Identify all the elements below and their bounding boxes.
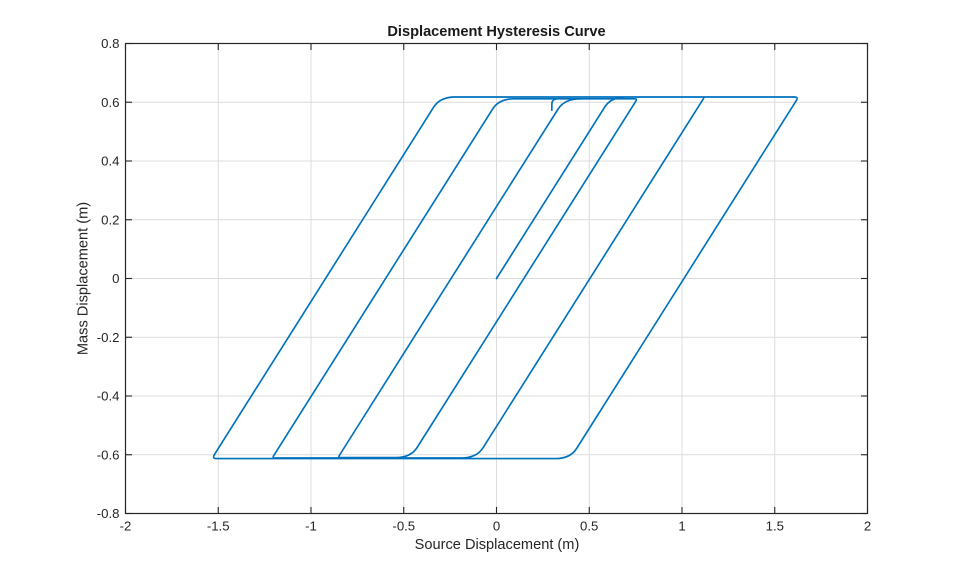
- svg-text:1: 1: [678, 519, 685, 534]
- svg-text:0.4: 0.4: [101, 154, 119, 169]
- svg-text:-0.5: -0.5: [392, 519, 415, 534]
- svg-text:0.2: 0.2: [101, 213, 119, 228]
- svg-text:Displacement Hysteresis Curve: Displacement Hysteresis Curve: [387, 24, 605, 40]
- svg-text:-1.5: -1.5: [207, 519, 230, 534]
- svg-text:-2: -2: [120, 519, 132, 534]
- svg-text:0: 0: [112, 271, 119, 286]
- svg-text:-0.2: -0.2: [97, 330, 120, 345]
- svg-text:-1: -1: [305, 519, 317, 534]
- svg-text:0.6: 0.6: [101, 95, 119, 110]
- svg-text:2: 2: [864, 519, 871, 534]
- svg-text:Source Displacement (m): Source Displacement (m): [415, 537, 580, 553]
- svg-text:0.8: 0.8: [101, 36, 119, 51]
- svg-text:-0.4: -0.4: [97, 389, 120, 404]
- svg-text:1.5: 1.5: [766, 519, 784, 534]
- svg-text:-0.6: -0.6: [97, 447, 120, 462]
- svg-text:0: 0: [493, 519, 500, 534]
- svg-text:Mass Displacement (m): Mass Displacement (m): [76, 202, 92, 355]
- svg-text:0.5: 0.5: [580, 519, 598, 534]
- svg-text:-0.8: -0.8: [97, 506, 120, 521]
